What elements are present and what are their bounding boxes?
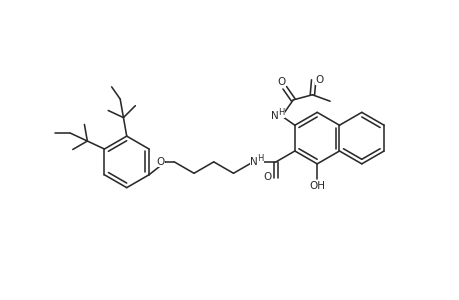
- Text: O: O: [263, 172, 271, 182]
- Text: OH: OH: [308, 181, 325, 191]
- Text: H: H: [257, 154, 263, 164]
- Text: O: O: [277, 77, 285, 87]
- Text: N: N: [250, 157, 257, 167]
- Text: O: O: [156, 157, 164, 167]
- Text: N: N: [270, 111, 278, 121]
- Text: H: H: [277, 108, 284, 117]
- Text: O: O: [315, 75, 323, 85]
